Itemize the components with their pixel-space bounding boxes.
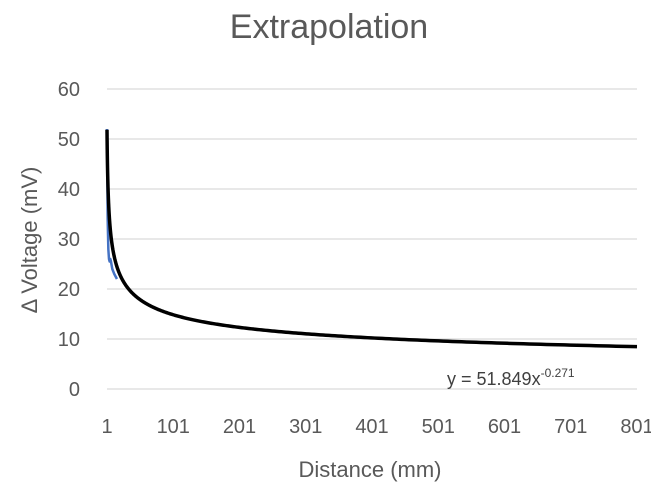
trendline-equation-exponent: -0.271: [541, 366, 575, 380]
x-tick-label: 701: [554, 416, 587, 438]
trendline-equation: y = 51.849x-0.271: [447, 366, 575, 389]
x-tick-label: 101: [157, 416, 190, 438]
series-group: [105, 128, 638, 349]
y-tick-label: 20: [58, 279, 80, 301]
y-tick-label: 10: [58, 329, 80, 351]
x-tick-label: 401: [355, 416, 388, 438]
x-tick-labels: 1 101 201 301 401 501 601 701 801: [101, 416, 651, 438]
y-axis-title: Δ Voltage (mV): [17, 167, 42, 314]
y-tick-label: 30: [58, 229, 80, 251]
y-tick-label: 40: [58, 179, 80, 201]
x-axis-title: Distance (mm): [298, 457, 441, 482]
x-tick-label: 301: [289, 416, 322, 438]
x-tick-label: 201: [223, 416, 256, 438]
x-tick-label: 501: [422, 416, 455, 438]
series-line-data: [105, 128, 119, 280]
y-tick-labels: 0 10 20 30 40 50 60: [58, 79, 80, 401]
y-tick-label: 50: [58, 129, 80, 151]
y-tick-label: 60: [58, 79, 80, 101]
y-tick-label: 0: [69, 379, 80, 401]
trendline-equation-base: y = 51.849x: [447, 369, 541, 389]
x-tick-label: 801: [620, 416, 651, 438]
chart-title: Extrapolation: [230, 8, 428, 46]
gridlines: [107, 88, 637, 390]
x-tick-label: 1: [101, 416, 112, 438]
x-tick-label: 601: [488, 416, 521, 438]
trendline-power: [105, 128, 638, 349]
